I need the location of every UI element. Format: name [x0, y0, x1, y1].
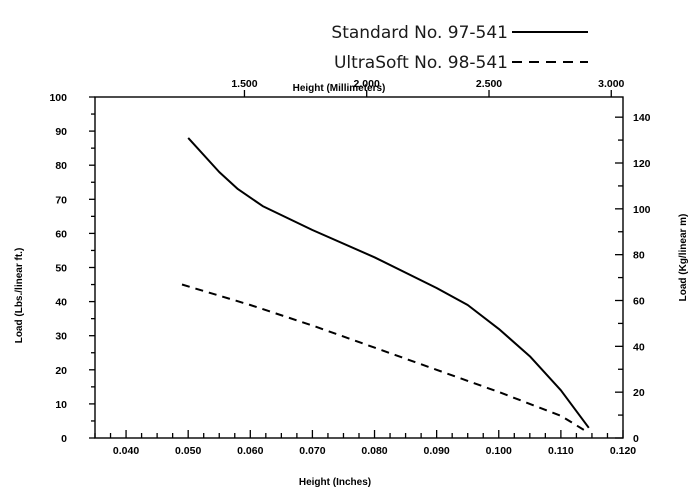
ultrasoft-series-line	[181, 283, 590, 434]
left-tick-label: 80	[55, 160, 67, 172]
left-tick-label: 90	[55, 126, 67, 138]
bottom-axis-title: Height (Inches)	[299, 477, 371, 488]
right-tick-label: 100	[633, 204, 651, 216]
legend: Standard No. 97-541 UltraSoft No. 98-541	[331, 23, 588, 73]
x-tick-label: 0.070	[299, 445, 325, 457]
right-tick-label: 40	[633, 341, 645, 353]
right-tick-label: 140	[633, 112, 651, 124]
x-tick-label: 0.110	[548, 445, 574, 457]
x-tick-label: 0.080	[361, 445, 387, 457]
left-tick-label: 20	[55, 365, 67, 377]
standard-series-line	[187, 137, 590, 429]
left-tick-label: 30	[55, 331, 67, 343]
top-tick-label: 3.000	[598, 78, 624, 90]
top-tick-label: 2.500	[476, 78, 502, 90]
x-tick-label: 0.060	[237, 445, 263, 457]
series-lines	[181, 137, 590, 434]
plot-frame	[94, 96, 624, 439]
legend-label: Standard No. 97-541	[331, 23, 508, 43]
left-tick-label: 70	[55, 194, 67, 206]
right-tick-label: 120	[633, 158, 651, 170]
right-tick-label: 80	[633, 250, 645, 262]
axis-ticks	[89, 90, 624, 439]
left-tick-label: 60	[55, 228, 67, 240]
x-tick-label: 0.100	[486, 445, 512, 457]
legend-label: UltraSoft No. 98-541	[334, 53, 508, 73]
top-tick-label: 1.500	[231, 78, 257, 90]
right-tick-label: 0	[633, 433, 639, 445]
x-tick-label: 0.040	[113, 445, 139, 457]
top-tick-label: 2.000	[354, 78, 380, 90]
left-tick-label: 10	[55, 399, 67, 411]
tick-labels: 0.040 0.050 0.060 0.070 0.080 0.090 0.100 0.110…	[49, 78, 650, 457]
left-tick-label: 50	[55, 263, 67, 275]
left-tick-label: 40	[55, 297, 67, 309]
left-tick-label: 100	[49, 92, 67, 104]
right-tick-label: 20	[633, 387, 645, 399]
left-tick-label: 0	[61, 433, 67, 445]
right-tick-label: 60	[633, 296, 645, 308]
left-axis-title: Load (Lbs./linear ft.)	[14, 248, 25, 344]
top-axis-title: Height (Millimeters)	[293, 83, 386, 94]
x-tick-label: 0.120	[610, 445, 636, 457]
x-tick-label: 0.050	[175, 445, 201, 457]
right-axis-title: Load (Kg/linear m)	[678, 214, 689, 302]
x-tick-label: 0.090	[424, 445, 450, 457]
